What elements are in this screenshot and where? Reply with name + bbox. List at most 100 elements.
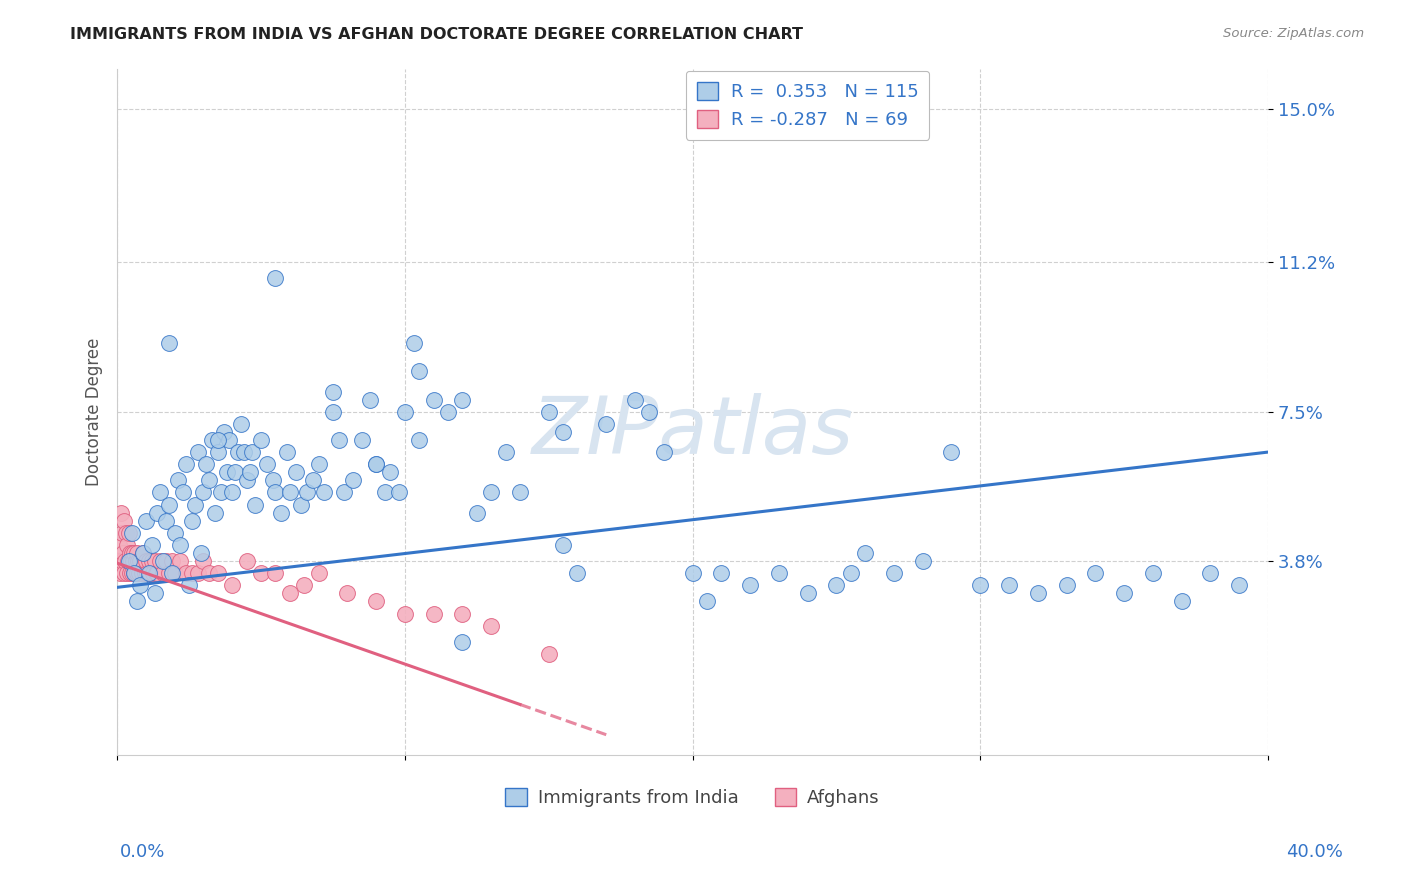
Point xyxy=(278,485,301,500)
Point xyxy=(451,607,474,621)
Point xyxy=(145,566,167,581)
Point xyxy=(551,425,574,439)
Point xyxy=(292,578,315,592)
Point xyxy=(595,417,617,431)
Point xyxy=(495,445,517,459)
Point xyxy=(143,554,166,568)
Point xyxy=(132,546,155,560)
Point xyxy=(883,566,905,581)
Point xyxy=(264,485,287,500)
Point xyxy=(142,566,165,581)
Point xyxy=(229,417,252,431)
Point xyxy=(451,635,474,649)
Point xyxy=(284,465,307,479)
Point xyxy=(195,457,218,471)
Point xyxy=(567,566,589,581)
Point xyxy=(179,578,201,592)
Point xyxy=(242,445,264,459)
Point xyxy=(638,405,661,419)
Point xyxy=(388,485,411,500)
Point xyxy=(336,586,359,600)
Point xyxy=(402,336,425,351)
Point xyxy=(839,566,862,581)
Point xyxy=(262,474,284,488)
Point xyxy=(125,554,148,568)
Point xyxy=(169,554,191,568)
Point xyxy=(121,566,143,581)
Point xyxy=(1026,586,1049,600)
Point xyxy=(796,586,818,600)
Point xyxy=(190,546,212,560)
Point xyxy=(124,566,146,581)
Point xyxy=(215,465,238,479)
Point xyxy=(209,485,232,500)
Point xyxy=(1199,566,1222,581)
Point xyxy=(114,554,136,568)
Point xyxy=(146,566,169,581)
Point xyxy=(143,586,166,600)
Point xyxy=(112,566,135,581)
Legend: Immigrants from India, Afghans: Immigrants from India, Afghans xyxy=(498,780,887,814)
Point xyxy=(696,594,718,608)
Point xyxy=(451,392,474,407)
Point xyxy=(132,546,155,560)
Point xyxy=(333,485,356,500)
Point xyxy=(207,445,229,459)
Point xyxy=(172,485,194,500)
Point xyxy=(122,554,145,568)
Point xyxy=(129,554,152,568)
Point xyxy=(198,474,221,488)
Text: 40.0%: 40.0% xyxy=(1286,843,1343,861)
Point xyxy=(127,554,149,568)
Point xyxy=(187,445,209,459)
Point xyxy=(1084,566,1107,581)
Point xyxy=(120,554,142,568)
Point xyxy=(107,554,129,568)
Point xyxy=(359,392,381,407)
Point xyxy=(322,405,344,419)
Point xyxy=(114,525,136,540)
Point xyxy=(218,433,240,447)
Text: IMMIGRANTS FROM INDIA VS AFGHAN DOCTORATE DEGREE CORRELATION CHART: IMMIGRANTS FROM INDIA VS AFGHAN DOCTORAT… xyxy=(70,27,803,42)
Point xyxy=(118,554,141,568)
Point xyxy=(204,506,226,520)
Point xyxy=(212,425,235,439)
Point xyxy=(364,594,387,608)
Point xyxy=(264,271,287,285)
Text: ZIPatlas: ZIPatlas xyxy=(531,393,853,471)
Point xyxy=(301,474,323,488)
Point xyxy=(174,457,197,471)
Point xyxy=(308,457,330,471)
Point xyxy=(157,498,180,512)
Point xyxy=(125,546,148,560)
Point xyxy=(169,538,191,552)
Point xyxy=(149,554,172,568)
Point xyxy=(911,554,934,568)
Point xyxy=(551,538,574,552)
Point xyxy=(141,554,163,568)
Point xyxy=(235,554,257,568)
Point xyxy=(226,445,249,459)
Point xyxy=(394,607,416,621)
Point xyxy=(1227,578,1250,592)
Point xyxy=(124,566,146,581)
Point xyxy=(290,498,312,512)
Point xyxy=(264,566,287,581)
Point xyxy=(342,474,364,488)
Point xyxy=(238,465,260,479)
Point xyxy=(198,566,221,581)
Point xyxy=(118,525,141,540)
Point xyxy=(270,506,292,520)
Point xyxy=(207,566,229,581)
Point xyxy=(184,498,207,512)
Point xyxy=(509,485,531,500)
Point xyxy=(135,514,157,528)
Point xyxy=(115,566,138,581)
Point xyxy=(825,578,848,592)
Point xyxy=(374,485,396,500)
Point xyxy=(181,514,204,528)
Point xyxy=(139,566,162,581)
Point xyxy=(124,546,146,560)
Point xyxy=(157,336,180,351)
Point xyxy=(537,647,560,661)
